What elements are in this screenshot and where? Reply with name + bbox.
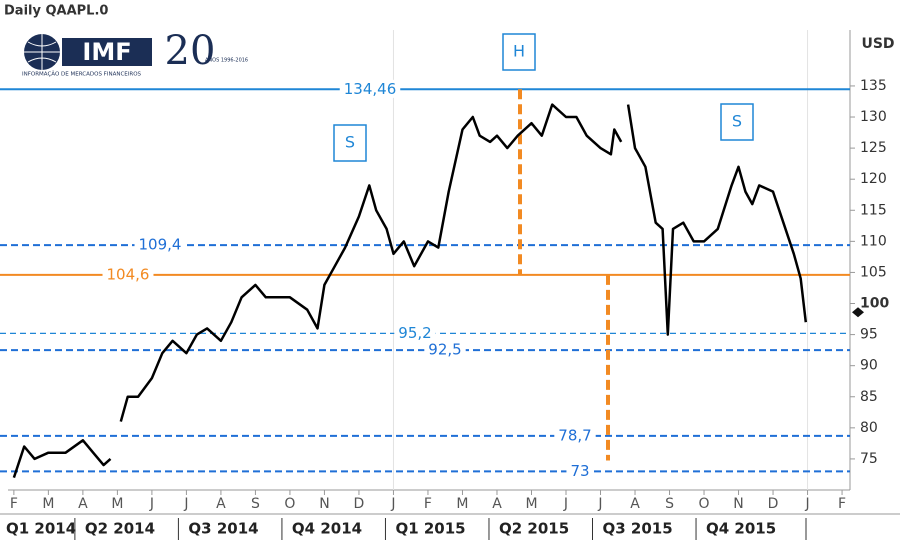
logo: IMF INFORMAÇÃO DE MERCADOS FINANCEIROS 2…	[22, 28, 248, 78]
quarter-label: Q4 2015	[706, 520, 776, 538]
y-tick-label: 135	[860, 78, 887, 94]
quarter-label: Q3 2014	[188, 520, 258, 538]
x-tick-label: J	[149, 496, 154, 512]
y-tick-label: 120	[860, 171, 887, 187]
pattern-label: H	[513, 42, 525, 61]
y-tick-label: 110	[860, 233, 887, 249]
x-tick-label: N	[733, 496, 743, 512]
y-tick-label: 75	[860, 451, 878, 467]
y-tick-label: 130	[860, 109, 887, 125]
x-tick-label: J	[804, 496, 809, 512]
x-tick-label: M	[42, 496, 54, 512]
x-tick-label: J	[390, 496, 395, 512]
level-label: 92,5	[428, 341, 461, 359]
level-label: 134,46	[344, 80, 397, 98]
pattern-label: S	[345, 133, 355, 152]
price-line	[12, 103, 808, 478]
quarter-label: Q4 2014	[292, 520, 362, 538]
x-tick-label: N	[319, 496, 329, 512]
level-label-bg	[339, 79, 401, 98]
level-label: 78,7	[558, 426, 591, 444]
logo-number: 20	[165, 28, 216, 74]
x-tick-label: M	[456, 496, 468, 512]
level-label: 73	[570, 462, 589, 480]
chart-title: Daily QAAPL.0	[4, 4, 108, 19]
x-tick-label: A	[630, 496, 640, 512]
x-tick-label: A	[492, 496, 502, 512]
level-label: 109,4	[139, 236, 182, 254]
y-tick-label: 125	[860, 140, 887, 156]
quarter-label: Q1 2014	[6, 520, 76, 538]
level-label-bg	[134, 235, 186, 254]
x-tick-label: J	[597, 496, 602, 512]
level-label: 95,2	[398, 324, 431, 342]
pattern-box	[720, 103, 754, 141]
x-tick-label: S	[665, 496, 674, 512]
level-label-bg	[424, 340, 466, 359]
level-label-bg	[566, 461, 594, 480]
level-label-bg	[394, 323, 436, 342]
y-tick-label: 100	[860, 296, 889, 312]
quarter-label: Q1 2015	[395, 520, 465, 538]
logo-grid	[24, 34, 60, 70]
y-tick-label: 85	[860, 389, 878, 405]
y-tick-label: 105	[860, 264, 887, 280]
x-tick-label: J	[563, 496, 568, 512]
level-label-bg	[554, 426, 596, 445]
level-label: 104,6	[107, 265, 150, 283]
x-tick-label: F	[10, 496, 18, 512]
last-price-marker	[852, 307, 864, 318]
logo-brand: IMF	[82, 38, 131, 66]
y-tick-label: 115	[860, 202, 887, 218]
y-tick-label: 80	[860, 420, 878, 436]
x-tick-label: M	[111, 496, 123, 512]
x-tick-label: S	[251, 496, 260, 512]
y-tick-label: 90	[860, 358, 878, 374]
logo-tagline: INFORMAÇÃO DE MERCADOS FINANCEIROS	[22, 71, 142, 78]
logo-box	[62, 38, 152, 66]
x-tick-label: M	[525, 496, 537, 512]
x-tick-label: A	[78, 496, 88, 512]
quarter-label: Q2 2014	[85, 520, 155, 538]
x-tick-label: A	[216, 496, 226, 512]
logo-years: ANOS 1996-2016	[205, 58, 248, 64]
quarter-label: Q2 2015	[499, 520, 569, 538]
pattern-box	[333, 124, 367, 162]
y-tick-label: 95	[860, 327, 878, 343]
x-tick-label: O	[284, 496, 295, 512]
x-tick-label: F	[424, 496, 432, 512]
level-label-bg	[102, 265, 154, 284]
x-tick-label: O	[699, 496, 710, 512]
pattern-box	[502, 33, 536, 71]
x-tick-label: D	[768, 496, 779, 512]
y-axis-label: USD	[861, 36, 894, 52]
x-tick-label: F	[838, 496, 846, 512]
x-tick-label: D	[354, 496, 365, 512]
x-tick-label: J	[183, 496, 188, 512]
quarter-label: Q3 2015	[603, 520, 673, 538]
pattern-label: S	[732, 112, 742, 131]
